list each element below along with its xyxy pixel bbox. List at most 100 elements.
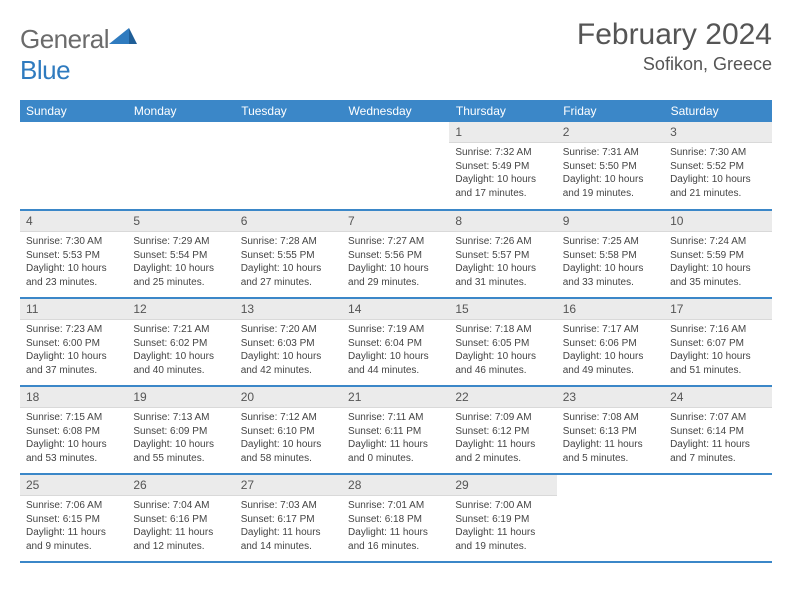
sunset-text: Sunset: 6:19 PM bbox=[455, 513, 550, 527]
day-details: Sunrise: 7:00 AMSunset: 6:19 PMDaylight:… bbox=[449, 496, 556, 556]
sunset-text: Sunset: 6:16 PM bbox=[133, 513, 228, 527]
weekday-header: Tuesday bbox=[235, 100, 342, 122]
daylight-text: Daylight: 10 hours and 55 minutes. bbox=[133, 438, 228, 465]
sunrise-text: Sunrise: 7:12 AM bbox=[241, 411, 336, 425]
brand-logo: General Blue bbox=[20, 18, 137, 86]
calendar-day: 22Sunrise: 7:09 AMSunset: 6:12 PMDayligh… bbox=[449, 386, 556, 474]
daylight-text: Daylight: 11 hours and 14 minutes. bbox=[241, 526, 336, 553]
brand-blue: Blue bbox=[20, 55, 70, 85]
weekday-header: Monday bbox=[127, 100, 234, 122]
daylight-text: Daylight: 11 hours and 5 minutes. bbox=[563, 438, 658, 465]
daylight-text: Daylight: 10 hours and 46 minutes. bbox=[455, 350, 550, 377]
daylight-text: Daylight: 11 hours and 2 minutes. bbox=[455, 438, 550, 465]
sunrise-text: Sunrise: 7:06 AM bbox=[26, 499, 121, 513]
sunset-text: Sunset: 6:00 PM bbox=[26, 337, 121, 351]
day-details: Sunrise: 7:23 AMSunset: 6:00 PMDaylight:… bbox=[20, 320, 127, 380]
sunset-text: Sunset: 6:12 PM bbox=[455, 425, 550, 439]
day-details: Sunrise: 7:08 AMSunset: 6:13 PMDaylight:… bbox=[557, 408, 664, 468]
calendar-day: 19Sunrise: 7:13 AMSunset: 6:09 PMDayligh… bbox=[127, 386, 234, 474]
daylight-text: Daylight: 10 hours and 40 minutes. bbox=[133, 350, 228, 377]
day-number: 2 bbox=[557, 122, 664, 143]
calendar-day: 25Sunrise: 7:06 AMSunset: 6:15 PMDayligh… bbox=[20, 474, 127, 562]
calendar-day: 5Sunrise: 7:29 AMSunset: 5:54 PMDaylight… bbox=[127, 210, 234, 298]
daylight-text: Daylight: 10 hours and 33 minutes. bbox=[563, 262, 658, 289]
calendar-day: 10Sunrise: 7:24 AMSunset: 5:59 PMDayligh… bbox=[664, 210, 771, 298]
sunset-text: Sunset: 6:07 PM bbox=[670, 337, 765, 351]
sunrise-text: Sunrise: 7:30 AM bbox=[670, 146, 765, 160]
day-details: Sunrise: 7:29 AMSunset: 5:54 PMDaylight:… bbox=[127, 232, 234, 292]
day-details: Sunrise: 7:20 AMSunset: 6:03 PMDaylight:… bbox=[235, 320, 342, 380]
day-details: Sunrise: 7:24 AMSunset: 5:59 PMDaylight:… bbox=[664, 232, 771, 292]
day-details: Sunrise: 7:09 AMSunset: 6:12 PMDaylight:… bbox=[449, 408, 556, 468]
sunset-text: Sunset: 6:10 PM bbox=[241, 425, 336, 439]
day-number: 11 bbox=[20, 299, 127, 320]
sunrise-text: Sunrise: 7:29 AM bbox=[133, 235, 228, 249]
sunset-text: Sunset: 6:15 PM bbox=[26, 513, 121, 527]
daylight-text: Daylight: 10 hours and 23 minutes. bbox=[26, 262, 121, 289]
sunset-text: Sunset: 6:09 PM bbox=[133, 425, 228, 439]
calendar-day: 13Sunrise: 7:20 AMSunset: 6:03 PMDayligh… bbox=[235, 298, 342, 386]
day-number: 13 bbox=[235, 299, 342, 320]
sunrise-text: Sunrise: 7:25 AM bbox=[563, 235, 658, 249]
day-number: 25 bbox=[20, 475, 127, 496]
day-details: Sunrise: 7:12 AMSunset: 6:10 PMDaylight:… bbox=[235, 408, 342, 468]
calendar-day: 26Sunrise: 7:04 AMSunset: 6:16 PMDayligh… bbox=[127, 474, 234, 562]
weekday-header: Sunday bbox=[20, 100, 127, 122]
day-number: 28 bbox=[342, 475, 449, 496]
calendar-day: 17Sunrise: 7:16 AMSunset: 6:07 PMDayligh… bbox=[664, 298, 771, 386]
day-number: 23 bbox=[557, 387, 664, 408]
calendar-day: 23Sunrise: 7:08 AMSunset: 6:13 PMDayligh… bbox=[557, 386, 664, 474]
day-number: 10 bbox=[664, 211, 771, 232]
sunrise-text: Sunrise: 7:15 AM bbox=[26, 411, 121, 425]
day-number: 5 bbox=[127, 211, 234, 232]
calendar-day: 8Sunrise: 7:26 AMSunset: 5:57 PMDaylight… bbox=[449, 210, 556, 298]
sunset-text: Sunset: 5:58 PM bbox=[563, 249, 658, 263]
sunrise-text: Sunrise: 7:09 AM bbox=[455, 411, 550, 425]
calendar-day: 16Sunrise: 7:17 AMSunset: 6:06 PMDayligh… bbox=[557, 298, 664, 386]
sunset-text: Sunset: 6:11 PM bbox=[348, 425, 443, 439]
day-details: Sunrise: 7:04 AMSunset: 6:16 PMDaylight:… bbox=[127, 496, 234, 556]
calendar-week: 11Sunrise: 7:23 AMSunset: 6:00 PMDayligh… bbox=[20, 298, 772, 386]
daylight-text: Daylight: 11 hours and 19 minutes. bbox=[455, 526, 550, 553]
daylight-text: Daylight: 10 hours and 37 minutes. bbox=[26, 350, 121, 377]
sunrise-text: Sunrise: 7:24 AM bbox=[670, 235, 765, 249]
sunrise-text: Sunrise: 7:01 AM bbox=[348, 499, 443, 513]
sunrise-text: Sunrise: 7:30 AM bbox=[26, 235, 121, 249]
sunrise-text: Sunrise: 7:18 AM bbox=[455, 323, 550, 337]
sunset-text: Sunset: 5:55 PM bbox=[241, 249, 336, 263]
calendar-day: 3Sunrise: 7:30 AMSunset: 5:52 PMDaylight… bbox=[664, 122, 771, 210]
day-number: 22 bbox=[449, 387, 556, 408]
daylight-text: Daylight: 11 hours and 7 minutes. bbox=[670, 438, 765, 465]
calendar-day-blank bbox=[557, 474, 664, 562]
day-details: Sunrise: 7:21 AMSunset: 6:02 PMDaylight:… bbox=[127, 320, 234, 380]
sunset-text: Sunset: 6:14 PM bbox=[670, 425, 765, 439]
sunrise-text: Sunrise: 7:31 AM bbox=[563, 146, 658, 160]
day-details: Sunrise: 7:19 AMSunset: 6:04 PMDaylight:… bbox=[342, 320, 449, 380]
day-details: Sunrise: 7:07 AMSunset: 6:14 PMDaylight:… bbox=[664, 408, 771, 468]
day-number: 15 bbox=[449, 299, 556, 320]
day-details: Sunrise: 7:17 AMSunset: 6:06 PMDaylight:… bbox=[557, 320, 664, 380]
sunrise-text: Sunrise: 7:19 AM bbox=[348, 323, 443, 337]
sunrise-text: Sunrise: 7:17 AM bbox=[563, 323, 658, 337]
day-details: Sunrise: 7:18 AMSunset: 6:05 PMDaylight:… bbox=[449, 320, 556, 380]
sunrise-text: Sunrise: 7:28 AM bbox=[241, 235, 336, 249]
sunrise-text: Sunrise: 7:13 AM bbox=[133, 411, 228, 425]
day-details: Sunrise: 7:15 AMSunset: 6:08 PMDaylight:… bbox=[20, 408, 127, 468]
sunrise-text: Sunrise: 7:21 AM bbox=[133, 323, 228, 337]
calendar-week: 25Sunrise: 7:06 AMSunset: 6:15 PMDayligh… bbox=[20, 474, 772, 562]
sunrise-text: Sunrise: 7:00 AM bbox=[455, 499, 550, 513]
sunset-text: Sunset: 5:59 PM bbox=[670, 249, 765, 263]
brand-text: General Blue bbox=[20, 24, 137, 86]
day-number: 6 bbox=[235, 211, 342, 232]
calendar-day: 29Sunrise: 7:00 AMSunset: 6:19 PMDayligh… bbox=[449, 474, 556, 562]
day-details: Sunrise: 7:11 AMSunset: 6:11 PMDaylight:… bbox=[342, 408, 449, 468]
calendar-day: 14Sunrise: 7:19 AMSunset: 6:04 PMDayligh… bbox=[342, 298, 449, 386]
day-details: Sunrise: 7:06 AMSunset: 6:15 PMDaylight:… bbox=[20, 496, 127, 556]
day-details: Sunrise: 7:30 AMSunset: 5:52 PMDaylight:… bbox=[664, 143, 771, 203]
sunset-text: Sunset: 6:17 PM bbox=[241, 513, 336, 527]
calendar-day: 2Sunrise: 7:31 AMSunset: 5:50 PMDaylight… bbox=[557, 122, 664, 210]
day-details: Sunrise: 7:25 AMSunset: 5:58 PMDaylight:… bbox=[557, 232, 664, 292]
sunrise-text: Sunrise: 7:27 AM bbox=[348, 235, 443, 249]
sunrise-text: Sunrise: 7:16 AM bbox=[670, 323, 765, 337]
day-details: Sunrise: 7:01 AMSunset: 6:18 PMDaylight:… bbox=[342, 496, 449, 556]
